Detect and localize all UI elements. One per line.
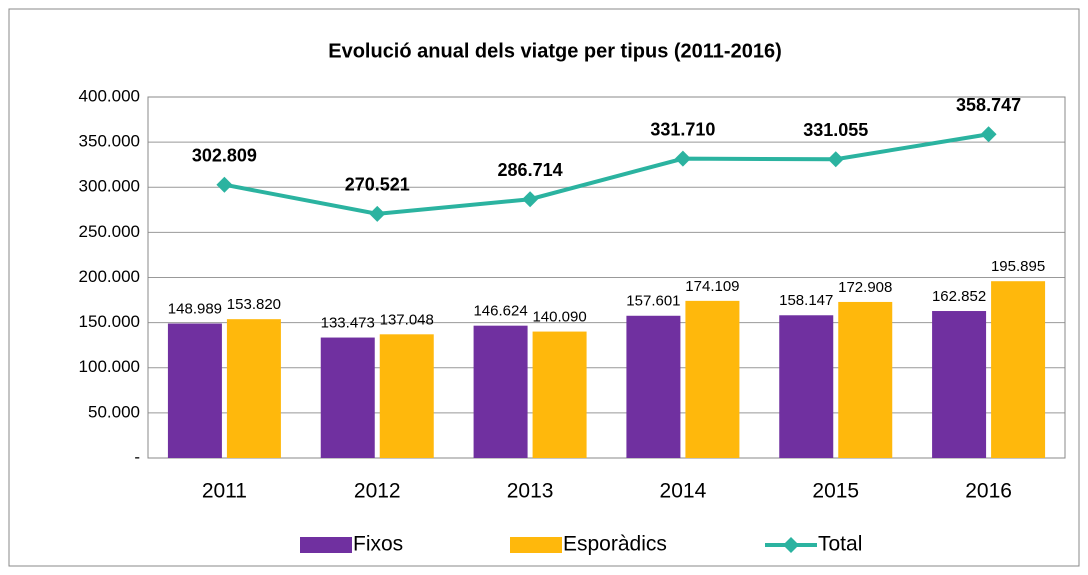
bar xyxy=(473,325,528,458)
data-label: 331.055 xyxy=(803,120,868,140)
bar xyxy=(932,311,987,458)
y-tick-label: 150.000 xyxy=(79,312,140,331)
bar xyxy=(379,334,434,458)
data-label: 358.747 xyxy=(956,95,1021,115)
data-label: 172.908 xyxy=(838,279,892,296)
x-tick-label: 2011 xyxy=(202,480,247,503)
legend-label: Total xyxy=(818,533,862,556)
bar xyxy=(779,315,834,458)
data-label: 195.895 xyxy=(991,258,1045,275)
line-marker xyxy=(827,151,844,168)
data-label: 286.714 xyxy=(498,160,563,180)
data-label: 174.109 xyxy=(685,278,739,295)
chart-border xyxy=(8,8,1080,567)
y-tick-label: 300.000 xyxy=(79,177,140,196)
data-label: 302.809 xyxy=(192,145,257,165)
x-tick-label: 2014 xyxy=(660,480,707,503)
y-tick-label: 200.000 xyxy=(79,267,140,286)
y-tick-label: 400.000 xyxy=(79,86,140,105)
data-label: 158.147 xyxy=(779,292,833,309)
y-tick-label: 250.000 xyxy=(79,222,140,241)
x-tick-label: 2016 xyxy=(965,480,1012,503)
x-tick-label: 2012 xyxy=(354,480,401,503)
legend-label: Fixos xyxy=(353,533,403,556)
data-label: 331.710 xyxy=(650,119,715,139)
x-tick-label: 2015 xyxy=(812,480,859,503)
bar xyxy=(991,281,1046,458)
bar xyxy=(226,319,281,458)
bar xyxy=(838,301,893,458)
data-label: 146.624 xyxy=(473,303,527,320)
y-tick-label: - xyxy=(134,447,140,466)
x-tick-label: 2013 xyxy=(507,480,554,503)
line-marker xyxy=(980,126,997,143)
chart-title: Evolució anual dels viatge per tipus (20… xyxy=(328,40,782,62)
y-tick-label: 50.000 xyxy=(88,402,140,421)
bar xyxy=(626,315,681,458)
data-label: 133.473 xyxy=(321,315,375,332)
line-marker xyxy=(369,205,386,222)
line xyxy=(224,132,989,216)
legend-label: Esporàdics xyxy=(563,533,667,556)
data-label: 137.048 xyxy=(380,311,434,328)
bar xyxy=(167,323,222,458)
data-label: 140.090 xyxy=(532,309,586,326)
data-label: 270.521 xyxy=(345,175,410,195)
plot-area xyxy=(147,96,1066,459)
y-tick-label: 100.000 xyxy=(79,357,140,376)
bar xyxy=(320,337,375,458)
line-marker xyxy=(674,150,691,167)
line-marker xyxy=(522,191,539,208)
legend-swatch xyxy=(300,537,352,553)
data-label: 148.989 xyxy=(168,301,222,318)
data-label: 153.820 xyxy=(227,296,281,313)
data-label: 162.852 xyxy=(932,288,986,305)
line-marker xyxy=(216,176,233,193)
bar xyxy=(532,331,587,458)
legend-swatch xyxy=(510,537,562,553)
data-label: 157.601 xyxy=(626,293,680,310)
legend-marker xyxy=(783,537,799,553)
y-tick-label: 350.000 xyxy=(79,132,140,151)
bar xyxy=(685,300,740,458)
